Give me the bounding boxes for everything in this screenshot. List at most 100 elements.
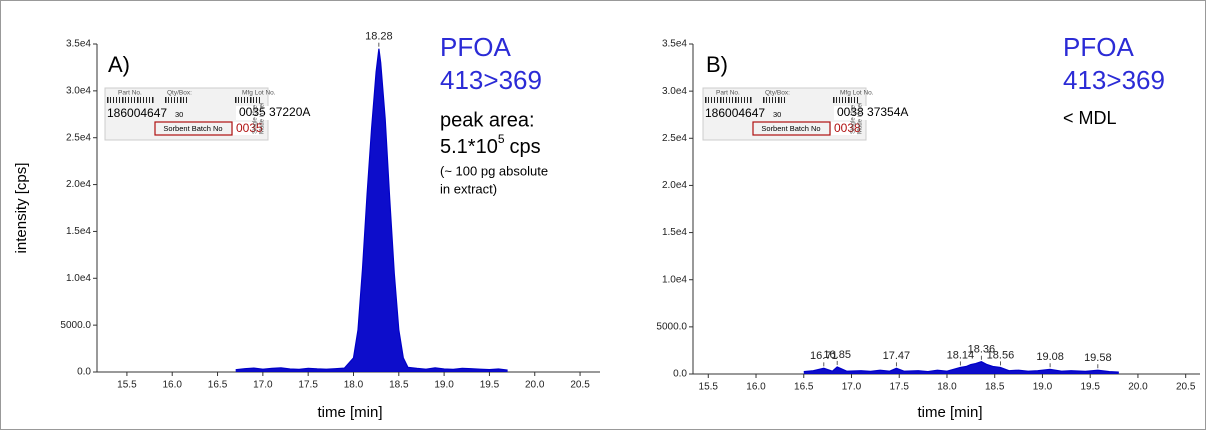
x-tick-label: 18.0	[937, 382, 957, 393]
y-tick-label: 3.5e4	[66, 39, 91, 50]
barcode-bar	[171, 97, 172, 103]
barcode-bar	[747, 97, 748, 103]
inset-text: Qty/Box:	[167, 90, 192, 97]
barcode-bar	[744, 97, 745, 103]
peak-area-exponent: 5	[498, 132, 505, 146]
inset-text: Made in Irel	[858, 103, 864, 134]
batch-box	[752, 121, 831, 136]
x-axis-label: time [min]	[917, 404, 982, 421]
inset-text: Sorbent Batch No	[163, 124, 222, 133]
peak-label: 18.28	[365, 31, 393, 43]
barcode-bar	[119, 97, 120, 103]
x-tick-label: 18.0	[344, 380, 364, 391]
inset-text: Part No.	[118, 90, 142, 97]
barcode-bar	[235, 97, 237, 103]
inset-text: 30	[773, 110, 781, 119]
barcode-bar	[711, 97, 712, 103]
lot-value-bg	[236, 106, 310, 120]
peak-area-label: peak area:	[440, 109, 535, 131]
barcode-bar	[735, 97, 737, 103]
barcode-bar	[775, 97, 776, 103]
note: in extract)	[440, 181, 497, 196]
barcode-bar	[708, 97, 709, 103]
batch-box	[154, 121, 233, 136]
barcode-bar	[717, 97, 718, 103]
batch-bg	[831, 122, 857, 135]
x-tick-label: 15.5	[117, 380, 137, 391]
barcode-bar	[738, 97, 739, 103]
barcode-bar	[143, 97, 144, 103]
peak-label: 17.47	[883, 350, 911, 362]
x-tick-label: 16.5	[794, 382, 814, 393]
barcode-bar	[134, 97, 135, 103]
barcode-bar	[140, 97, 141, 103]
barcode-bar	[772, 97, 773, 103]
inset-text: Qty/Box:	[765, 90, 790, 97]
x-tick-label: 19.5	[480, 380, 500, 391]
barcode-bar	[110, 97, 111, 103]
compound-title: PFOA	[1063, 32, 1134, 62]
inset-text: Single Use	[253, 104, 259, 134]
barcode-bar	[839, 97, 840, 103]
barcode-bar	[165, 97, 167, 103]
x-tick-label: 19.0	[434, 380, 454, 391]
barcode-bar	[131, 97, 132, 103]
inset-text: Mfg Lot No.	[840, 90, 874, 97]
x-axis-label: time [min]	[317, 404, 382, 421]
x-tick-label: 16.0	[162, 380, 182, 391]
barcode-bar	[769, 97, 770, 103]
x-tick-label: 18.5	[389, 380, 409, 391]
barcode-bar	[107, 97, 109, 103]
barcode-bar	[250, 97, 252, 103]
inset-text: Made in Irel	[260, 103, 266, 134]
x-tick-label: 19.5	[1080, 382, 1100, 393]
peak-area-mantissa: 5.1*10	[440, 136, 498, 158]
peak-label: 19.58	[1084, 352, 1112, 364]
barcode-bar	[122, 97, 124, 103]
barcode-bar	[183, 97, 184, 103]
barcode-bar	[750, 97, 752, 103]
barcode-bar	[714, 97, 715, 103]
lot-value-bg	[834, 106, 908, 120]
y-tick-label: 2.5e4	[662, 133, 687, 144]
barcode-bar	[726, 97, 727, 103]
barcode-bar	[137, 97, 139, 103]
panel-label: B)	[706, 52, 728, 77]
barcode-bar	[146, 97, 147, 103]
y-tick-label: 1.0e4	[66, 273, 91, 284]
inset-text: Sorbent Batch No	[761, 124, 820, 133]
barcode-bar	[705, 97, 707, 103]
barcode-bar	[741, 97, 742, 103]
barcode-bar	[177, 97, 178, 103]
y-tick-label: 0.0	[77, 367, 91, 378]
barcode-bar	[732, 97, 733, 103]
inset-text: 0035 37220A	[239, 105, 310, 119]
barcode-bar	[186, 97, 187, 103]
x-tick-label: 20.5	[570, 380, 590, 391]
barcode-bar	[253, 97, 254, 103]
barcode-bar	[848, 97, 850, 103]
inset-text: 0038	[834, 121, 861, 135]
inset-text: Part No.	[716, 90, 740, 97]
peak-label: 16.71	[810, 350, 838, 362]
x-tick-label: 17.5	[890, 382, 910, 393]
x-tick-label: 20.0	[1128, 382, 1148, 393]
barcode-bar	[845, 97, 846, 103]
y-tick-label: 3.5e4	[662, 39, 687, 50]
transition: 413>369	[440, 65, 542, 95]
y-tick-label: 3.0e4	[66, 85, 91, 96]
x-tick-label: 19.0	[1033, 382, 1053, 393]
peak-area: 5.1*105 cps	[440, 132, 541, 158]
result: < MDL	[1063, 108, 1117, 128]
barcode-bar	[842, 97, 843, 103]
barcode-bar	[180, 97, 182, 103]
note: (~ 100 pg absolute	[440, 163, 548, 178]
inset-text: 0035	[236, 121, 263, 135]
barcode-bar	[259, 97, 260, 103]
barcode-bar	[781, 97, 782, 103]
inset-text: 0038 37354A	[837, 105, 908, 119]
y-tick-label: 5000.0	[60, 320, 91, 331]
y-tick-label: 3.0e4	[662, 86, 687, 97]
barcode-bar	[857, 97, 858, 103]
barcode-bar	[833, 97, 835, 103]
